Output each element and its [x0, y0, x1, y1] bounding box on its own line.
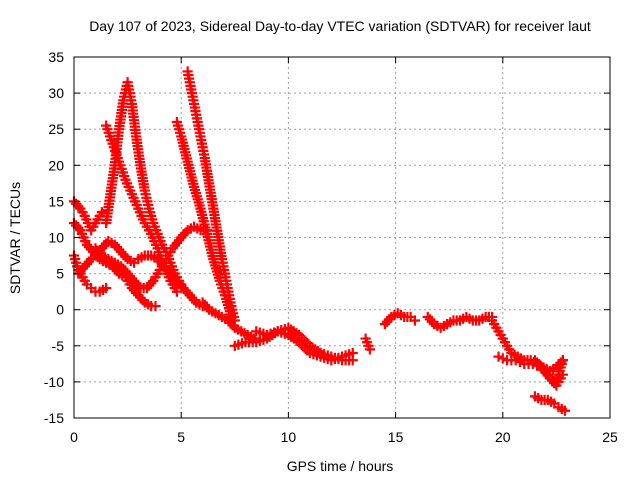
series-arc-e [90, 221, 213, 294]
data-points [68, 66, 571, 416]
series-arc-l [251, 326, 358, 366]
series-arc-r [529, 355, 568, 387]
data-point [150, 300, 161, 312]
data-point [559, 405, 571, 416]
y-axis-label: SDTVAR / TECUs [7, 182, 23, 294]
series-arc-c [68, 250, 112, 297]
series-arc-f [101, 120, 183, 297]
y-tick-label: 30 [48, 85, 64, 101]
y-axis-ticks: -15 -10 -5 0 5 10 15 20 25 30 35 [44, 49, 610, 426]
x-tick-label: 5 [177, 429, 185, 445]
x-axis-label: GPS time / hours [287, 458, 394, 474]
y-tick-label: 25 [48, 121, 64, 137]
data-point [176, 279, 187, 290]
series-arc-d [73, 236, 208, 312]
y-tick-label: -10 [44, 374, 64, 390]
y-tick-label: 0 [56, 302, 64, 318]
y-tick-label: 35 [48, 49, 64, 65]
series-arc-j [197, 297, 260, 344]
y-tick-label: -5 [52, 338, 65, 354]
y-tick-label: 5 [56, 266, 64, 282]
y-tick-label: -15 [44, 410, 64, 426]
series-arc-n [379, 308, 420, 330]
series-arc-g [101, 77, 187, 290]
x-tick-label: 15 [388, 429, 404, 445]
x-axis-ticks: 0 5 10 15 20 25 [70, 57, 618, 445]
data-point [171, 286, 183, 297]
y-tick-label: 10 [48, 230, 64, 246]
x-tick-label: 0 [70, 429, 78, 445]
data-point [347, 347, 358, 359]
grid [74, 57, 610, 418]
y-tick-label: 15 [48, 193, 64, 209]
data-point [101, 282, 112, 294]
series-arc-s [529, 391, 571, 416]
series-arc-m [360, 333, 375, 355]
chart-title: Day 107 of 2023, Sidereal Day-to-day VTE… [89, 18, 591, 34]
x-tick-label: 25 [602, 429, 618, 445]
y-tick-label: 20 [48, 157, 64, 173]
series-arc-i [182, 66, 240, 326]
x-tick-label: 10 [281, 429, 297, 445]
data-point [96, 207, 107, 218]
data-point [557, 355, 568, 366]
series-arc-b [68, 196, 107, 236]
series-arc-o [422, 311, 498, 333]
series-arc-h [171, 116, 238, 326]
x-tick-label: 20 [495, 429, 511, 445]
data-point [364, 344, 375, 355]
data-point [409, 315, 420, 326]
